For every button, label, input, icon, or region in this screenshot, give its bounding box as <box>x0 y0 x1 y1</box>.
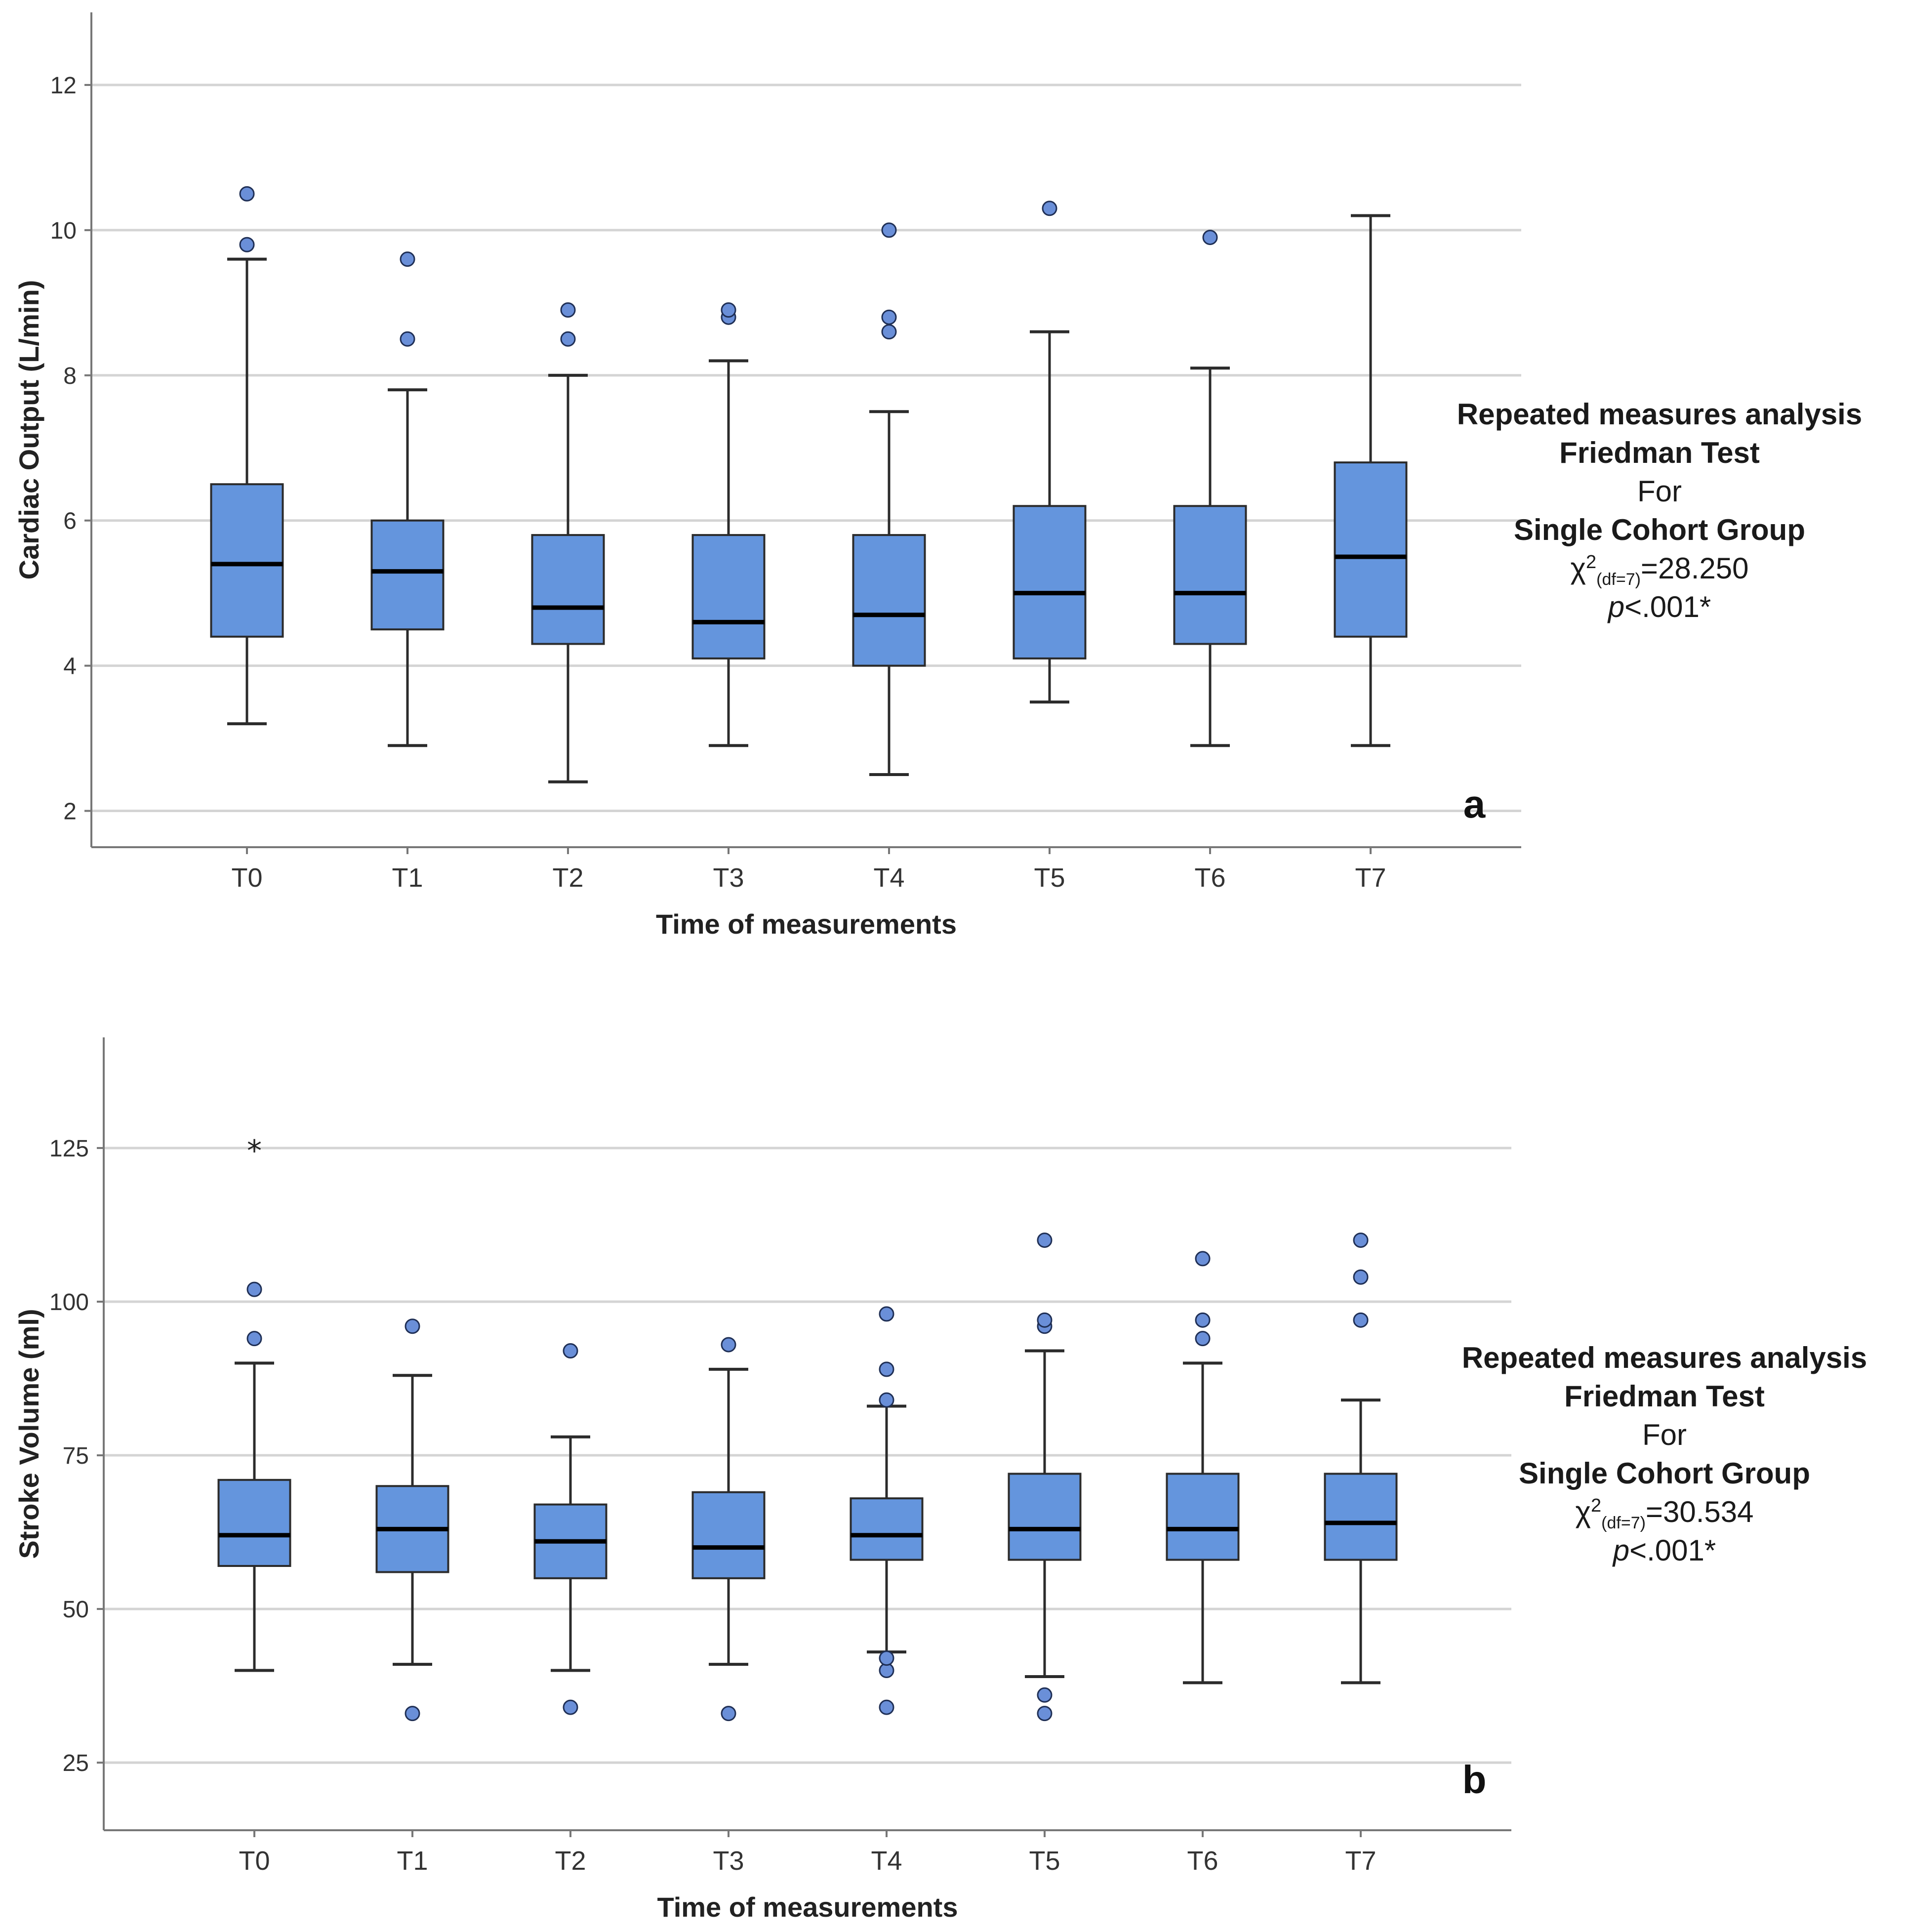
x-tick-label: T6 <box>1187 1846 1218 1876</box>
box-t6 <box>1173 505 1247 645</box>
y-tick-label: 4 <box>63 654 77 680</box>
x-tick-label: T1 <box>392 863 423 893</box>
outlier-point <box>721 1706 736 1722</box>
y-tick-label: 100 <box>49 1289 89 1315</box>
outlier-point <box>1353 1312 1369 1328</box>
y-axis-label: Stroke Volume (ml) <box>13 1309 44 1559</box>
outlier-point <box>1195 1251 1211 1267</box>
outlier-point <box>881 309 897 325</box>
box-t2 <box>531 534 605 645</box>
annotation-b-line1: Repeated measures analysis <box>1461 1341 1867 1374</box>
panel-letter: a <box>1463 782 1486 826</box>
outlier-point <box>1042 201 1057 216</box>
annotation-a-line2: Friedman Test <box>1559 436 1760 469</box>
outlier-point <box>1037 1706 1053 1722</box>
x-tick-label: T4 <box>871 1846 902 1876</box>
cardiac-output-chart: 2 4 6 8 10 12 T0 T1 T2 T3 T4 T5 T6 T7 Cardiac Output (… <box>13 12 1521 940</box>
annotation-a-line3: For <box>1637 475 1682 508</box>
outlier-point <box>881 222 897 238</box>
outlier-point <box>1353 1233 1369 1248</box>
x-tick-label: T5 <box>1034 863 1065 893</box>
box-t4 <box>852 534 926 667</box>
y-tick-label: 12 <box>50 73 77 99</box>
x-tick-label: T6 <box>1194 863 1225 893</box>
outlier-point <box>879 1361 894 1377</box>
outlier-point <box>1195 1312 1211 1328</box>
stroke-volume-chart: 25 50 75 100 125 T0 T1 T2 T3 T4 T5 T6 T7 * Stroke Volu… <box>13 1037 1511 1923</box>
y-tick-label: 50 <box>63 1597 89 1623</box>
outlier-point <box>246 1281 262 1297</box>
x-axis-label: Time of measurements <box>657 1891 958 1923</box>
box-t7 <box>1334 461 1408 638</box>
box-t3 <box>691 1491 766 1579</box>
outlier-point <box>239 237 255 252</box>
y-tick-label: 10 <box>50 218 77 244</box>
x-tick-label: T7 <box>1355 863 1386 893</box>
annotation-a-p-value: p<.001* <box>1608 590 1711 623</box>
outlier-point <box>1195 1331 1211 1347</box>
annotation-a: Repeated measures analysis Friedman Test… <box>1427 395 1892 626</box>
x-tick-label: T3 <box>713 863 744 893</box>
y-axis-label: Cardiac Output (L/min) <box>13 280 44 580</box>
outlier-point <box>721 1337 736 1353</box>
y-tick-label: 8 <box>63 363 77 389</box>
x-tick-label: T0 <box>231 863 262 893</box>
outlier-point <box>879 1392 894 1408</box>
outlier-point <box>563 1699 578 1715</box>
outlier-point <box>400 331 415 347</box>
outlier-point <box>560 331 576 347</box>
box-t4 <box>850 1497 924 1561</box>
box-t5 <box>1013 505 1087 659</box>
panel-letter: b <box>1462 1758 1487 1802</box>
box-t1 <box>370 519 445 631</box>
box-t5 <box>1008 1473 1082 1561</box>
x-tick-label: T2 <box>555 1846 586 1876</box>
y-tick-label: 75 <box>63 1443 89 1469</box>
outlier-point <box>1353 1269 1369 1285</box>
box-t3 <box>691 534 766 659</box>
annotation-a-line4: Single Cohort Group <box>1514 513 1805 546</box>
y-tick-label: 25 <box>63 1750 89 1776</box>
x-tick-label: T4 <box>873 863 904 893</box>
outlier-point <box>405 1318 420 1334</box>
annotation-b-p-value: p<.001* <box>1613 1534 1716 1567</box>
outlier-point <box>721 302 736 318</box>
annotation-b-chi-square: χ2(df=7)=30.534 <box>1575 1495 1754 1532</box>
outlier-point <box>246 1331 262 1347</box>
outlier-point <box>1037 1233 1053 1248</box>
annotation-b-line4: Single Cohort Group <box>1519 1457 1810 1490</box>
x-tick-label: T2 <box>552 863 583 893</box>
x-tick-label: T5 <box>1029 1846 1060 1876</box>
annotation-a-line1: Repeated measures analysis <box>1457 398 1863 431</box>
y-tick-label: 6 <box>63 508 77 534</box>
annotation-b-line3: For <box>1642 1418 1687 1451</box>
outlier-point <box>879 1306 894 1322</box>
outlier-point <box>879 1650 894 1666</box>
box-t0 <box>217 1479 291 1567</box>
y-tick-label: 125 <box>49 1136 89 1162</box>
outlier-point <box>879 1699 894 1715</box>
x-tick-label: T1 <box>397 1846 428 1876</box>
x-tick-label: T3 <box>713 1846 744 1876</box>
annotation-b-line2: Friedman Test <box>1564 1380 1765 1413</box>
outlier-point <box>1037 1312 1053 1328</box>
outlier-point <box>400 251 415 267</box>
y-tick-label: 2 <box>63 799 77 825</box>
outlier-point <box>239 186 255 202</box>
extreme-point: * <box>247 1134 262 1168</box>
outlier-point <box>881 324 897 340</box>
outlier-point <box>1037 1687 1053 1703</box>
outlier-point <box>563 1343 578 1359</box>
box-t6 <box>1166 1473 1240 1561</box>
outlier-point <box>1202 230 1218 246</box>
outlier-point <box>405 1706 420 1722</box>
x-tick-label: T7 <box>1345 1846 1376 1876</box>
box-t0 <box>210 483 284 638</box>
box-t7 <box>1324 1473 1398 1561</box>
outlier-point <box>560 302 576 318</box>
annotation-b: Repeated measures analysis Friedman Test… <box>1432 1339 1897 1570</box>
annotation-a-chi-square: χ2(df=7)=28.250 <box>1570 552 1749 589</box>
x-tick-label: T0 <box>239 1846 270 1876</box>
x-axis-label: Time of measurements <box>656 908 957 940</box>
